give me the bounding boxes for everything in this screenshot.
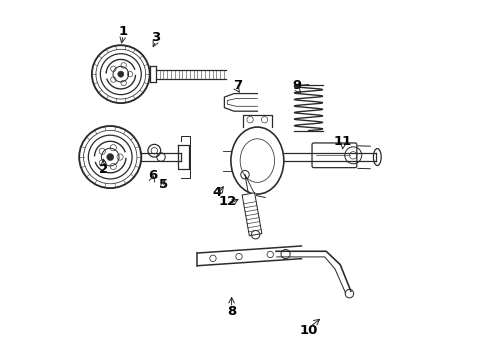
Text: 7: 7: [233, 79, 242, 92]
Text: 8: 8: [227, 305, 236, 318]
Text: 2: 2: [99, 163, 108, 176]
Text: 5: 5: [159, 178, 168, 191]
Text: 9: 9: [293, 79, 302, 92]
Text: 11: 11: [334, 135, 352, 148]
Text: 6: 6: [148, 169, 157, 182]
Text: 4: 4: [212, 186, 221, 199]
Text: 10: 10: [300, 324, 318, 337]
Circle shape: [118, 71, 124, 77]
Circle shape: [107, 154, 114, 161]
Polygon shape: [242, 193, 262, 236]
Text: 3: 3: [151, 31, 161, 44]
Text: 1: 1: [119, 24, 128, 37]
Text: 12: 12: [219, 195, 237, 208]
